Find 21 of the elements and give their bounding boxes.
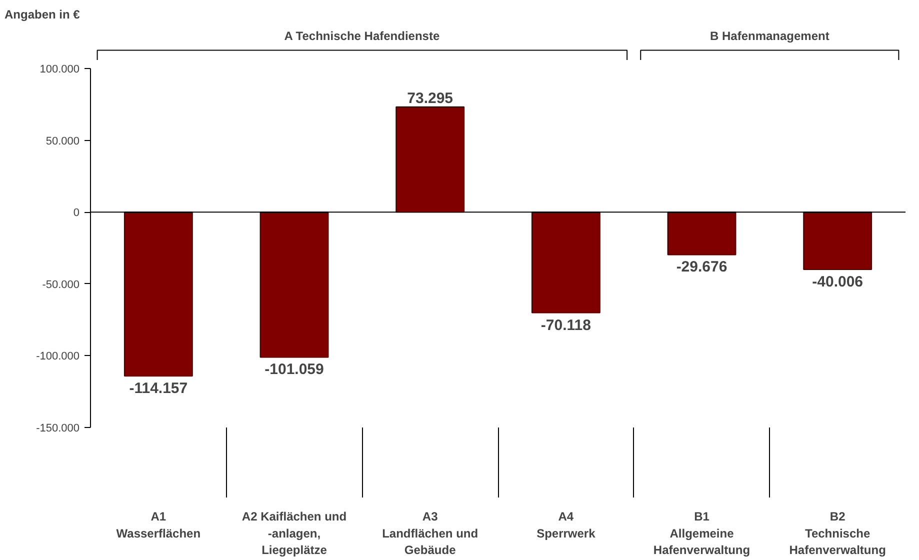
y-tick-label: 0	[73, 207, 80, 220]
data-label: -70.118	[540, 316, 591, 334]
y-axis-title: Angaben in €	[4, 8, 80, 22]
y-tick-label: -150.000	[36, 422, 80, 434]
x-tick-label: A2 Kaiflächen und -anlagen, Liegeplätze	[242, 510, 347, 558]
y-tick-label: 100.000	[40, 64, 80, 76]
data-label: 73.295	[407, 90, 454, 107]
y-tick-label: -50.000	[42, 278, 80, 291]
x-tick-label: B1 Allgemeine Hafenverwaltung	[653, 510, 750, 558]
text: A Technische Hafendienste	[284, 29, 440, 44]
data-label: -29.676	[676, 258, 728, 276]
x-tick-label: B2 Technische Hafenverwaltung	[789, 510, 886, 558]
y-tick-label: -100.000	[36, 350, 80, 363]
y-tick-label: 50.000	[46, 135, 80, 148]
x-tick-label: A1 Wasserflächen	[116, 510, 201, 540]
x-tick-label: A3 Landflächen und Gebäude	[382, 510, 478, 558]
data-label: -101.059	[264, 361, 324, 378]
data-label: -114.157	[129, 380, 188, 398]
x-tick-label: A4 Sperrwerk	[536, 510, 596, 540]
text: B Hafenmanagement	[710, 29, 830, 44]
data-label: -40.006	[812, 274, 864, 291]
